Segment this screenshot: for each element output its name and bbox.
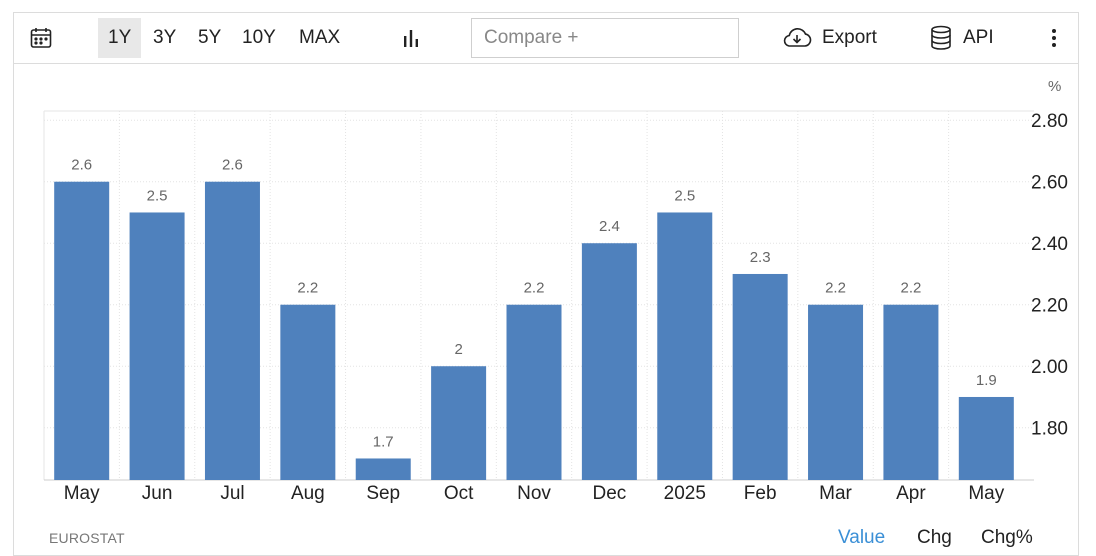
data-label: 1.7 <box>373 433 394 450</box>
data-label: 2.6 <box>71 157 92 174</box>
data-label: 2.2 <box>297 280 318 297</box>
bar <box>581 243 637 480</box>
range-3y-button[interactable]: 3Y <box>153 27 177 48</box>
cloud-download-icon[interactable] <box>780 13 814 63</box>
x-tick-label: Oct <box>444 483 474 504</box>
bar <box>657 212 713 480</box>
mode-chg-button[interactable]: Chg <box>917 527 952 548</box>
bar <box>355 458 411 480</box>
x-tick-label: Jul <box>220 483 244 504</box>
bar <box>204 181 260 480</box>
x-tick-label: Jun <box>142 483 173 504</box>
x-tick-label: May <box>64 483 100 504</box>
x-tick-label: Apr <box>896 483 926 504</box>
data-label: 2.5 <box>674 187 695 204</box>
bar-chart-icon[interactable] <box>397 13 425 63</box>
data-label: 2.6 <box>222 157 243 174</box>
bar <box>958 396 1014 480</box>
export-button[interactable]: Export <box>822 27 877 48</box>
y-tick-label: 2.40 <box>1031 234 1068 255</box>
api-button[interactable]: API <box>963 27 994 48</box>
more-vert-icon[interactable] <box>1046 13 1062 63</box>
x-tick-label: May <box>968 483 1004 504</box>
bar <box>431 366 487 480</box>
bar <box>129 212 185 480</box>
x-tick-label: Sep <box>366 483 400 504</box>
x-tick-label: Aug <box>291 483 325 504</box>
mode-chgpct-button[interactable]: Chg% <box>981 527 1033 548</box>
mode-value-button[interactable]: Value <box>838 527 886 548</box>
x-tick-label: Dec <box>592 483 626 504</box>
bar <box>54 181 110 480</box>
data-label: 2.2 <box>524 280 545 297</box>
unit-label: % <box>1048 78 1062 95</box>
data-label: 2 <box>454 341 462 358</box>
bar <box>732 273 788 480</box>
range-10y-button[interactable]: 10Y <box>242 27 276 48</box>
bar <box>506 304 562 480</box>
range-5y-button[interactable]: 5Y <box>198 27 222 48</box>
bar <box>883 304 939 480</box>
y-tick-label: 2.60 <box>1031 173 1068 194</box>
x-tick-label: Feb <box>744 483 777 504</box>
compare-input[interactable]: Compare + <box>471 18 739 58</box>
data-label: 1.9 <box>976 372 997 389</box>
bar-chart: 2.80 2.60 2.40 2.20 2.00 1.80 2.6 May 2.5 Jun 2.6 J… <box>43 110 1068 504</box>
y-tick-label: 1.80 <box>1031 419 1068 440</box>
chart-toolbar: 1Y 3Y 5Y 10Y MAX Compare + Export API <box>13 12 1079 64</box>
y-tick-label: 2.00 <box>1031 357 1068 378</box>
range-1y-button[interactable]: 1Y <box>98 18 142 58</box>
x-tick-label: 2025 <box>664 483 706 504</box>
x-tick-label: Mar <box>819 483 852 504</box>
y-tick-label: 2.20 <box>1031 296 1068 317</box>
range-max-button[interactable]: MAX <box>299 27 341 48</box>
source-label: EUROSTAT <box>49 530 125 546</box>
bar <box>808 304 864 480</box>
database-icon[interactable] <box>928 13 954 63</box>
x-tick-label: Nov <box>517 483 551 504</box>
data-label: 2.4 <box>599 218 620 235</box>
data-label: 2.2 <box>825 280 846 297</box>
data-label: 2.3 <box>750 249 771 266</box>
data-label: 2.2 <box>900 280 921 297</box>
y-tick-label: 2.80 <box>1031 111 1068 132</box>
bar <box>280 304 336 480</box>
data-label: 2.5 <box>147 187 168 204</box>
calendar-icon[interactable] <box>24 13 58 63</box>
